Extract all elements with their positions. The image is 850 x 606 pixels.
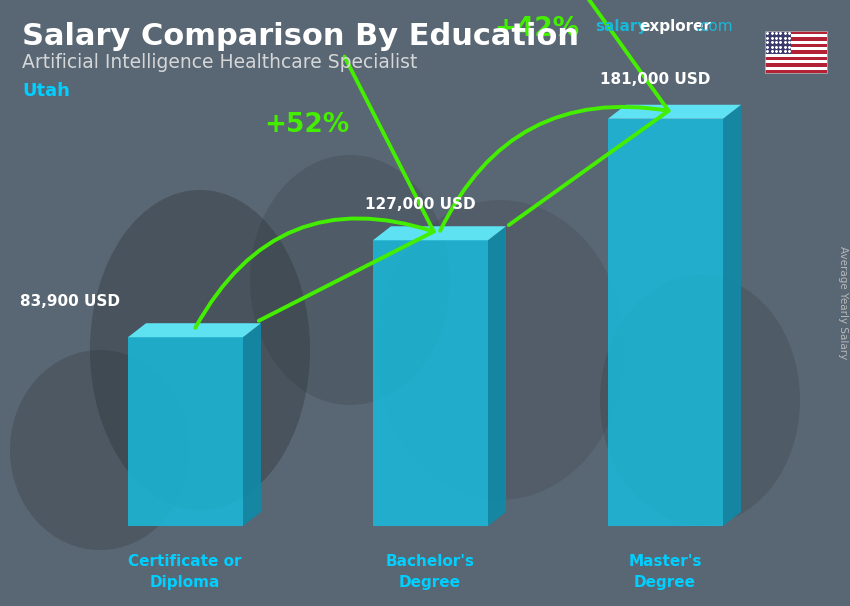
Polygon shape: [373, 240, 488, 526]
Text: Certificate or
Diploma: Certificate or Diploma: [128, 554, 241, 590]
Bar: [765, 31, 791, 53]
Bar: [765, 70, 827, 73]
Bar: [765, 57, 827, 60]
Bar: [765, 67, 827, 70]
Polygon shape: [243, 323, 261, 526]
Text: Master's
Degree: Master's Degree: [628, 554, 702, 590]
Bar: [765, 41, 827, 44]
Bar: [765, 53, 827, 57]
Bar: [765, 50, 827, 53]
Ellipse shape: [90, 190, 310, 510]
Polygon shape: [128, 323, 261, 337]
Polygon shape: [488, 226, 506, 526]
Polygon shape: [128, 337, 243, 526]
Bar: [765, 31, 827, 34]
Bar: [765, 34, 827, 38]
Ellipse shape: [375, 200, 625, 500]
Bar: [765, 60, 827, 63]
Ellipse shape: [10, 350, 190, 550]
Bar: [765, 63, 827, 67]
Text: +52%: +52%: [264, 112, 349, 138]
Ellipse shape: [250, 155, 450, 405]
Bar: [765, 38, 827, 41]
Polygon shape: [608, 119, 723, 526]
Text: Average Yearly Salary: Average Yearly Salary: [838, 247, 848, 359]
Ellipse shape: [600, 275, 800, 525]
Text: Artificial Intelligence Healthcare Specialist: Artificial Intelligence Healthcare Speci…: [22, 53, 417, 72]
Text: 127,000 USD: 127,000 USD: [365, 197, 476, 212]
Bar: [765, 47, 827, 50]
Text: +42%: +42%: [495, 16, 580, 42]
Bar: [765, 31, 827, 73]
Text: Utah: Utah: [22, 82, 70, 100]
Text: Bachelor's
Degree: Bachelor's Degree: [386, 554, 474, 590]
Text: 181,000 USD: 181,000 USD: [600, 72, 711, 87]
Polygon shape: [723, 105, 741, 526]
Bar: [765, 44, 827, 47]
Polygon shape: [608, 105, 741, 119]
Text: salary: salary: [595, 19, 648, 34]
Text: 83,900 USD: 83,900 USD: [20, 295, 120, 309]
Text: explorer: explorer: [639, 19, 711, 34]
Polygon shape: [373, 226, 506, 240]
Text: Salary Comparison By Education: Salary Comparison By Education: [22, 22, 579, 51]
Text: .com: .com: [695, 19, 733, 34]
